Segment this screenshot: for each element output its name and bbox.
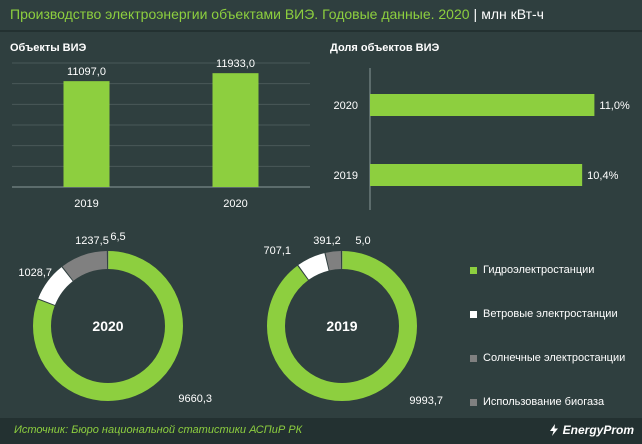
title-unit: млн кВт-ч bbox=[481, 6, 544, 22]
tick-label: 2020 bbox=[223, 198, 247, 210]
legend-item-wind: Ветровые электростанции bbox=[470, 292, 640, 336]
legend: Гидроэлектростанции Ветровые электростан… bbox=[470, 248, 640, 424]
legend-swatch-wind bbox=[470, 310, 477, 318]
legend-item-biogas: Использование биогаза bbox=[470, 380, 640, 424]
bar bbox=[212, 73, 259, 187]
data-label: 1028,7 bbox=[18, 267, 52, 279]
title-separator: | bbox=[473, 6, 478, 22]
data-label: 11097,0 bbox=[67, 66, 106, 78]
data-label: 6,5 bbox=[110, 231, 125, 243]
legend-item-hydro: Гидроэлектростанции bbox=[470, 248, 640, 292]
bar-chart-title: Объекты ВИЭ bbox=[10, 42, 87, 54]
data-label: 11,0% bbox=[599, 100, 630, 112]
data-label: 9660,3 bbox=[178, 393, 212, 405]
center-label: 2020 bbox=[92, 318, 123, 334]
lightning-icon bbox=[549, 424, 558, 436]
donut-chart-2020: 2020 9660,3 1028,7 1237,5 6,5 bbox=[18, 231, 212, 405]
legend-swatch-biogas bbox=[470, 398, 477, 406]
data-label: 1237,5 bbox=[75, 235, 109, 247]
brand-logo: EnergyProm bbox=[548, 423, 634, 437]
data-label: 9993,7 bbox=[409, 395, 443, 407]
legend-label-hydro: Гидроэлектростанции bbox=[483, 264, 595, 276]
data-label: 391,2 bbox=[313, 235, 341, 247]
data-label: 707,1 bbox=[263, 245, 291, 257]
legend-label-wind: Ветровые электростанции bbox=[483, 308, 618, 320]
chart-title: Производство электроэнергии объектами ВИ… bbox=[10, 6, 544, 22]
bar bbox=[63, 81, 110, 187]
legend-label-biogas: Использование биогаза bbox=[483, 396, 605, 408]
horizontal-bar-chart: 2020 11,0% 2019 10,4% bbox=[334, 68, 630, 210]
tick-label: 2019 bbox=[74, 198, 98, 210]
brand-name: EnergyProm bbox=[562, 423, 634, 437]
legend-label-solar: Солнечные электростанции bbox=[483, 352, 626, 364]
footer: Источник: Бюро национальной статистики А… bbox=[0, 418, 642, 444]
vertical-bar-chart: 11097,0 2019 11933,0 2020 bbox=[12, 58, 310, 210]
data-label: 11933,0 bbox=[216, 58, 255, 70]
title-text: Производство электроэнергии объектами ВИ… bbox=[10, 6, 470, 22]
bar bbox=[370, 164, 583, 186]
title-divider bbox=[0, 30, 642, 32]
donut-slice bbox=[267, 251, 417, 401]
data-label: 5,0 bbox=[355, 235, 370, 247]
bar bbox=[370, 94, 595, 116]
legend-swatch-hydro bbox=[470, 266, 477, 274]
source-text: Источник: Бюро национальной статистики А… bbox=[14, 424, 303, 436]
center-label: 2019 bbox=[326, 318, 357, 334]
legend-item-solar: Солнечные электростанции bbox=[470, 336, 640, 380]
tick-label: 2019 bbox=[334, 170, 358, 182]
donut-chart-2019: 2019 9993,7 707,1 391,2 5,0 bbox=[263, 235, 443, 407]
tick-label: 2020 bbox=[334, 100, 358, 112]
donut-slice bbox=[33, 251, 183, 401]
legend-swatch-solar bbox=[470, 354, 477, 362]
data-label: 10,4% bbox=[587, 170, 618, 182]
hbar-chart-title: Доля объектов ВИЭ bbox=[330, 42, 440, 54]
